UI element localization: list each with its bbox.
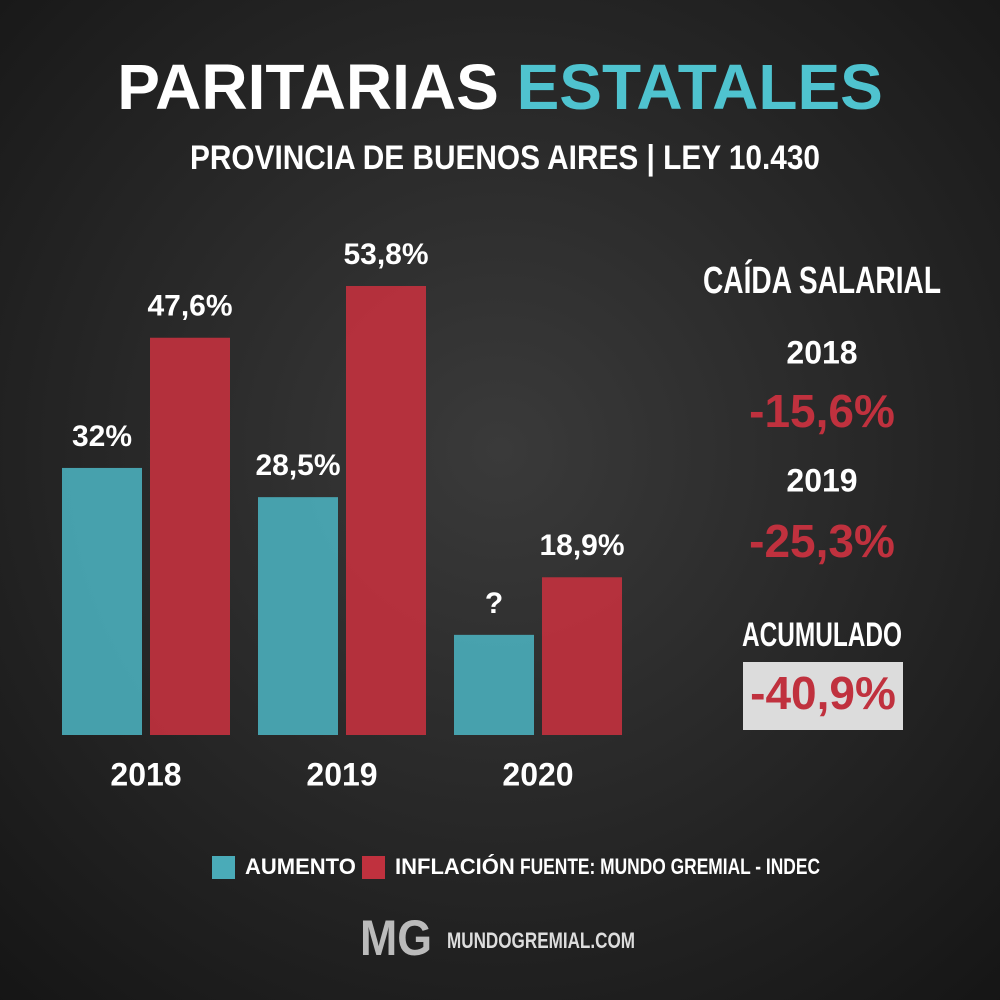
legend-label: AUMENTO [245,854,356,879]
panel-title: CAÍDA SALARIAL [703,258,941,302]
panel-total-value: -40,9% [750,667,896,719]
value-label: 53,8% [343,238,428,271]
subtitle: PROVINCIA DE BUENOS AIRES | LEY 10.430 [190,139,820,177]
bar [454,634,534,735]
panel-item-value: -25,3% [749,515,895,567]
value-label: 32% [72,420,132,453]
legend-swatch [212,856,235,879]
title-highlight: ESTATALES [517,51,883,123]
panel-item-value: -15,6% [749,385,895,437]
site: MUNDOGREMIAL.COM [447,928,635,953]
value-label: 28,5% [255,449,340,482]
bar [62,467,142,735]
value-label: ? [485,587,503,620]
bar [150,337,230,735]
panel-item-label: 2018 [786,334,857,370]
legend-label: INFLACIÓN [395,854,515,879]
panel-total-box [743,662,903,730]
bar [542,577,622,735]
source: FUENTE: MUNDO GREMIAL - INDEC [520,854,820,879]
value-label: 47,6% [147,290,232,323]
legend-swatch [362,856,385,879]
x-tick-label: 2020 [502,756,573,792]
x-tick-label: 2019 [306,756,377,792]
logo: MG [360,910,432,966]
bar [258,497,338,735]
bar [346,286,426,735]
value-label: 18,9% [539,529,624,562]
x-tick-label: 2018 [110,756,181,792]
chart-title: PARITARIAS ESTATALES [117,51,883,123]
panel-total-label: ACUMULADO [742,616,902,654]
panel-item-label: 2019 [786,462,857,498]
title-main: PARITARIAS [117,51,499,123]
